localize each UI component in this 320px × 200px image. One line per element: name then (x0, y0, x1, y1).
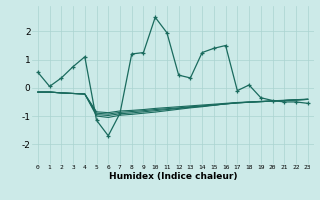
X-axis label: Humidex (Indice chaleur): Humidex (Indice chaleur) (108, 172, 237, 181)
